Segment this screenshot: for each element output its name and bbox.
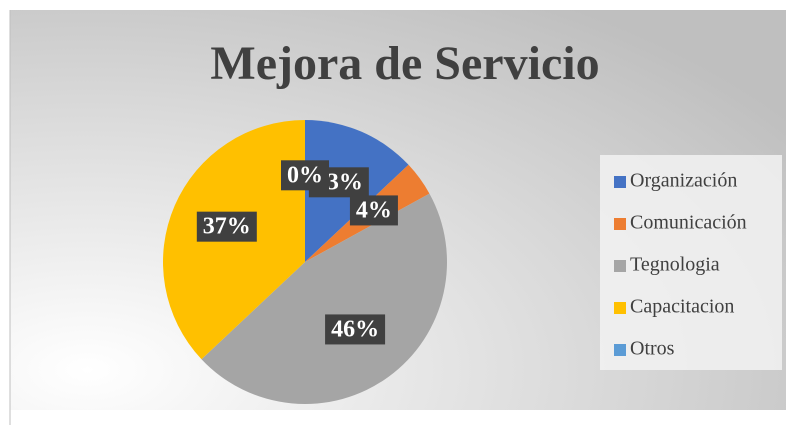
data-label-box xyxy=(325,314,386,345)
data-label-box xyxy=(349,195,398,226)
legend-label: Tegnologia xyxy=(630,254,720,276)
data-label-box xyxy=(196,211,257,242)
legend-swatch xyxy=(614,260,626,272)
data-label: 4% xyxy=(356,197,392,223)
legend-swatch xyxy=(614,302,626,314)
data-label: 46% xyxy=(331,316,379,342)
legend-label: Capacitacion xyxy=(630,296,734,318)
legend-label: Otros xyxy=(630,338,675,360)
data-label: 37% xyxy=(203,214,251,240)
legend-label: Comunicación xyxy=(630,212,747,234)
data-label: 0% xyxy=(287,162,323,188)
legend-label: Organización xyxy=(630,170,737,192)
legend-swatch xyxy=(614,344,626,356)
pie-slice xyxy=(201,193,448,405)
legend-swatch xyxy=(614,176,626,188)
legend-box xyxy=(600,155,782,370)
data-label-box xyxy=(281,160,329,191)
chart-title: Mejora de Servicio xyxy=(210,37,599,90)
legend-swatch xyxy=(614,218,626,230)
